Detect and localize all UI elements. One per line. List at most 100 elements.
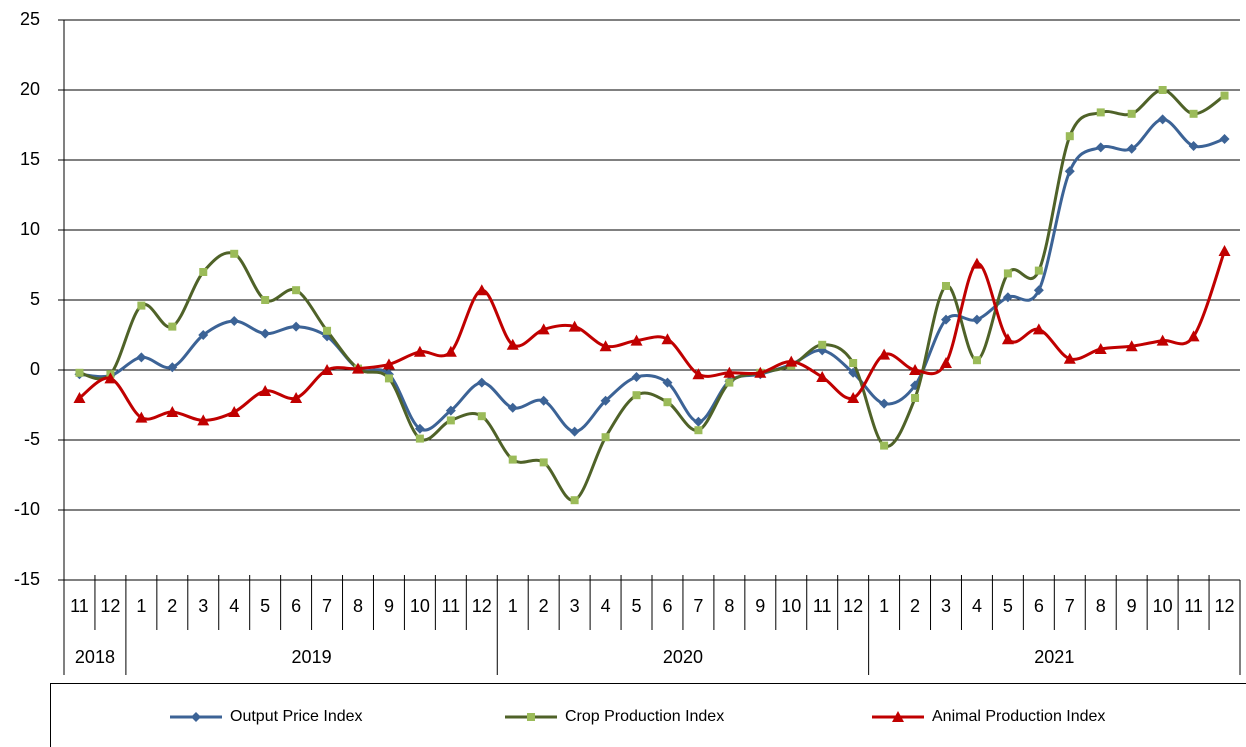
y-tick-label: 5 [30,289,40,309]
marker [290,392,303,403]
year-label: 2020 [663,647,703,667]
marker [1095,142,1106,153]
legend-box [50,683,1246,747]
marker [476,377,487,388]
marker [1220,91,1229,100]
marker [1032,323,1045,335]
y-tick-label: -10 [14,499,40,519]
marker [599,340,612,352]
x-tick-label: 4 [601,596,611,616]
x-tick-label: 11 [70,596,89,616]
marker [538,395,549,406]
marker [972,356,981,365]
marker [1034,266,1043,275]
x-tick-label: 7 [1065,596,1075,616]
marker [725,378,734,387]
x-tick-label: 5 [1003,596,1013,616]
x-tick-label: 1 [879,596,889,616]
y-tick-label: 0 [30,359,40,379]
marker [1033,285,1044,296]
x-tick-label: 5 [632,596,642,616]
marker [601,433,610,442]
x-tick-label: 1 [136,596,146,616]
marker [818,340,827,349]
x-tick-label: 8 [353,596,363,616]
x-tick-label: 3 [941,596,951,616]
x-tick-label: 2 [167,596,177,616]
y-tick-label: 25 [20,9,40,29]
marker [880,441,889,450]
x-tick-label: 8 [724,596,734,616]
marker [1094,343,1107,354]
marker [199,268,208,276]
legend-label: Crop Production Index [565,708,724,725]
y-tick-label: -15 [14,569,40,589]
marker [630,334,643,346]
marker [413,345,426,357]
marker [445,405,456,416]
x-tick-label: 9 [755,596,765,616]
marker [446,416,455,425]
marker [816,371,829,382]
x-tick-label: 9 [1127,596,1137,616]
marker [1156,334,1169,346]
marker [568,320,581,332]
marker [73,392,86,403]
marker [1218,245,1231,256]
marker [168,322,177,331]
y-tick-label: 15 [20,149,40,169]
x-tick-label: 2 [539,596,549,616]
marker [136,352,147,363]
marker [414,423,425,434]
marker [75,368,84,377]
marker [229,316,240,326]
marker [104,372,117,384]
x-tick-label: 6 [291,596,301,616]
x-tick-label: 6 [1034,596,1044,616]
y-tick-label: 10 [20,219,40,239]
marker [1096,108,1105,117]
marker [323,326,332,335]
marker [878,348,891,360]
marker [570,496,579,505]
marker [539,458,548,467]
marker [693,416,704,427]
series-line [79,117,1225,434]
marker [940,357,952,368]
marker [661,333,674,345]
x-tick-label: 9 [384,596,394,616]
marker [166,406,179,417]
x-tick-label: 3 [198,596,208,616]
x-tick-label: 11 [441,596,460,616]
legend-marker [892,711,904,722]
marker [260,328,271,339]
marker [508,455,517,464]
legend-marker [191,712,201,722]
marker [849,359,858,367]
x-tick-label: 12 [843,596,863,616]
marker [754,366,767,378]
marker [632,391,641,400]
legend-label: Output Price Index [230,708,363,725]
marker [198,330,209,340]
marker [1003,269,1012,278]
marker [135,411,148,423]
x-tick-label: 10 [1153,596,1173,616]
x-tick-label: 12 [1215,596,1235,616]
marker [352,362,364,374]
marker [847,392,860,403]
x-tick-label: 11 [813,596,832,616]
marker [663,398,672,407]
x-tick-label: 7 [322,596,332,616]
marker [662,377,673,388]
marker [879,398,890,409]
marker [1187,330,1200,342]
x-tick-label: 5 [260,596,270,616]
x-tick-label: 12 [100,596,120,616]
legend-marker [527,713,535,721]
marker [382,358,395,370]
year-label: 2019 [292,647,332,667]
y-tick-label: 20 [20,79,40,99]
marker [569,426,580,437]
